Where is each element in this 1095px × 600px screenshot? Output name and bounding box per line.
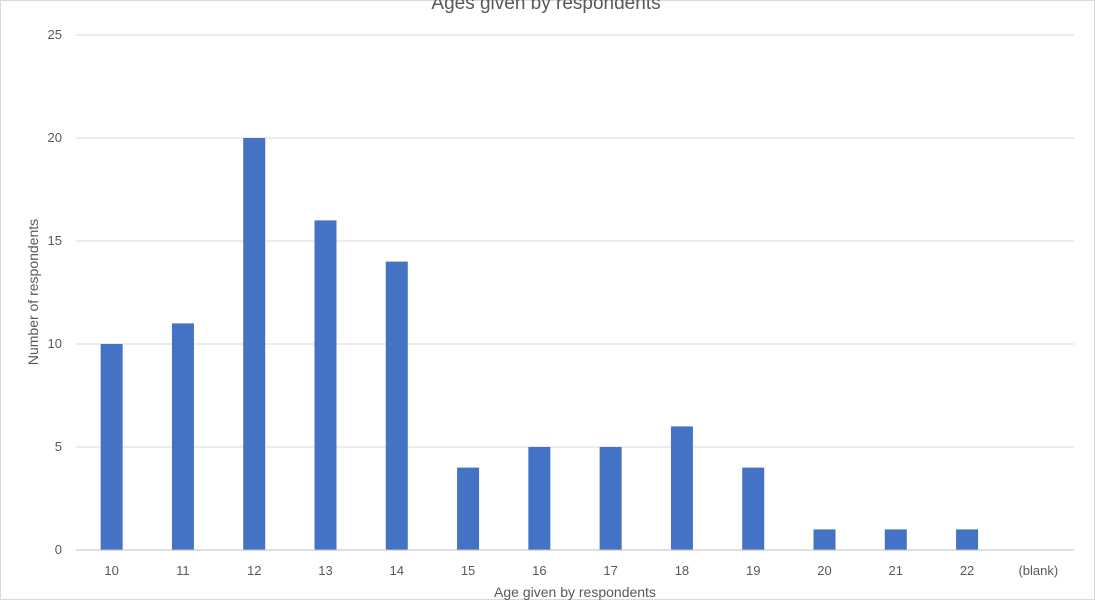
x-tick-label: 14 xyxy=(390,563,404,578)
gridlines xyxy=(76,34,1074,448)
bar xyxy=(956,529,979,550)
y-tick-label: 0 xyxy=(55,542,62,557)
x-tick-label: 15 xyxy=(461,563,475,578)
bar xyxy=(457,467,480,550)
x-tick-label: 13 xyxy=(318,563,332,578)
chart-title: Ages given by respondents xyxy=(431,0,660,14)
bar xyxy=(742,467,765,550)
bar xyxy=(100,344,123,550)
x-tick-label: 17 xyxy=(603,563,617,578)
bar xyxy=(243,138,266,550)
x-tick-label: 22 xyxy=(960,563,974,578)
y-tick-label: 10 xyxy=(48,336,62,351)
x-tick-label: 18 xyxy=(675,563,689,578)
bar xyxy=(528,447,551,550)
x-tick-label: 11 xyxy=(176,563,190,578)
x-tick-label: 12 xyxy=(247,563,261,578)
x-tick-label: 10 xyxy=(104,563,118,578)
bar xyxy=(813,529,836,550)
x-tick-label: 21 xyxy=(889,563,903,578)
y-tick-label: 5 xyxy=(55,439,62,454)
y-axis-title: Number of respondents xyxy=(25,219,41,365)
bars xyxy=(100,138,979,550)
x-tick-label: 20 xyxy=(817,563,831,578)
y-axis-ticks: 0 5 10 15 20 25 xyxy=(48,27,62,557)
x-axis-title: Age given by respondents xyxy=(494,584,656,600)
y-tick-label: 20 xyxy=(48,130,62,145)
bar xyxy=(385,261,408,550)
bar xyxy=(171,323,194,550)
y-tick-label: 25 xyxy=(48,27,62,42)
x-tick-label: 16 xyxy=(532,563,546,578)
bar xyxy=(314,220,337,550)
y-tick-label: 15 xyxy=(48,233,62,248)
x-tick-label: (blank) xyxy=(1018,563,1058,578)
x-tick-label: 19 xyxy=(746,563,760,578)
bar xyxy=(884,529,907,550)
bar xyxy=(599,447,622,550)
x-axis-ticks: 10 11 12 13 14 15 16 17 18 19 20 21 22 (blank) xyxy=(104,563,1058,578)
bar xyxy=(670,426,693,550)
